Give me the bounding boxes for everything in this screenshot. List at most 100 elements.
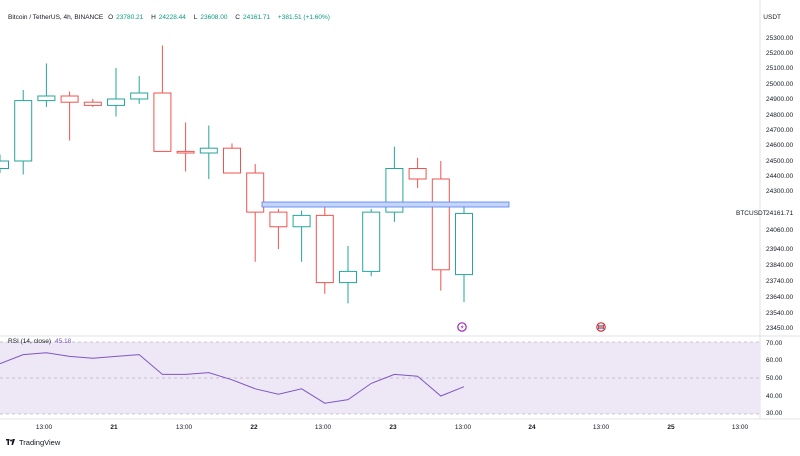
tradingview-icon bbox=[6, 439, 15, 445]
close-value: 24161.71 bbox=[242, 14, 271, 21]
rsi-tick-label: 70.00 bbox=[766, 340, 783, 347]
tradingview-logo[interactable]: TradingView bbox=[6, 438, 60, 447]
rsi-title[interactable]: RSI (14, close) bbox=[8, 338, 51, 345]
price-tick-label: 23450.00 bbox=[766, 325, 793, 332]
candle-body bbox=[83, 101, 102, 106]
candle bbox=[130, 76, 149, 104]
resistance-zone bbox=[261, 201, 510, 208]
chart-header: Bitcoin / TetherUS, 4h, BINANCE O 23780.2… bbox=[8, 14, 333, 21]
candle bbox=[37, 63, 56, 107]
price-tick-label: 23840.00 bbox=[766, 262, 793, 269]
candle bbox=[176, 122, 195, 172]
candle-body bbox=[339, 270, 357, 284]
candle-body bbox=[246, 172, 265, 213]
price-tick-label: 24900.00 bbox=[766, 96, 793, 103]
candle bbox=[107, 68, 125, 117]
candle bbox=[199, 125, 218, 179]
high-key: H bbox=[151, 14, 156, 21]
price-tick-label: 24300.00 bbox=[766, 188, 793, 195]
candles bbox=[0, 45, 473, 304]
price-tick-label: 24060.00 bbox=[766, 227, 793, 234]
rsi-tick-label: 60.00 bbox=[766, 357, 783, 364]
candle bbox=[269, 208, 288, 249]
candle bbox=[83, 99, 102, 107]
time-tick-label: 21 bbox=[110, 424, 118, 431]
time-tick-label: 13:00 bbox=[593, 424, 610, 431]
candle bbox=[431, 161, 450, 291]
candle bbox=[246, 164, 265, 262]
candle bbox=[362, 208, 381, 277]
candle-body bbox=[223, 147, 241, 174]
time-tick-label: 13:00 bbox=[176, 424, 193, 431]
time-tick-label: 22 bbox=[250, 424, 258, 431]
candle-body bbox=[408, 168, 427, 180]
symbol-title[interactable]: Bitcoin / TetherUS, 4h, BINANCE bbox=[8, 14, 104, 21]
candle-body bbox=[431, 178, 450, 271]
candle bbox=[60, 91, 79, 141]
candle bbox=[223, 143, 241, 174]
rsi-tick-label: 30.00 bbox=[766, 410, 783, 417]
currency-label: USDT bbox=[763, 14, 781, 21]
candle-body bbox=[292, 214, 311, 228]
time-tick-label: 25 bbox=[667, 424, 675, 431]
low-key: L bbox=[193, 14, 198, 21]
candle-body bbox=[362, 211, 381, 272]
time-tick-label: 13:00 bbox=[732, 424, 749, 431]
candle-body bbox=[130, 92, 149, 100]
price-tick-label: 23640.00 bbox=[766, 294, 793, 301]
candle bbox=[408, 157, 427, 188]
open-key: O bbox=[108, 14, 114, 21]
candle-body bbox=[60, 95, 79, 103]
candle-body bbox=[0, 160, 9, 169]
price-tick-label: 23940.00 bbox=[766, 246, 793, 253]
event-flag-icon bbox=[596, 322, 606, 332]
time-tick-label: 13:00 bbox=[315, 424, 332, 431]
event-flash-icon bbox=[457, 322, 467, 332]
time-tick-label: 13:00 bbox=[455, 424, 472, 431]
low-value: 23608.00 bbox=[200, 14, 228, 21]
candle bbox=[315, 202, 334, 294]
brand-name: TradingView bbox=[19, 438, 61, 447]
price-tick-label: 25100.00 bbox=[766, 65, 793, 72]
high-value: 24228.44 bbox=[158, 14, 186, 21]
price-tick-label: 24800.00 bbox=[766, 112, 793, 119]
price-tick-label: 25300.00 bbox=[766, 35, 793, 42]
candle-body bbox=[176, 150, 195, 154]
candle-body bbox=[455, 212, 473, 276]
candle-body bbox=[14, 100, 33, 162]
candle bbox=[385, 146, 404, 222]
last-price-symbol: BTCUSDT bbox=[736, 210, 767, 217]
candle-body bbox=[153, 92, 172, 152]
candle-body bbox=[269, 211, 288, 228]
event-bolt bbox=[460, 324, 464, 330]
candle bbox=[455, 202, 473, 303]
candle-body bbox=[37, 95, 56, 102]
time-tick-label: 24 bbox=[528, 424, 536, 431]
candle-body bbox=[385, 168, 404, 213]
flag-rect bbox=[598, 324, 604, 330]
price-tick-label: 24400.00 bbox=[766, 173, 793, 180]
price-tick-label: 23740.00 bbox=[766, 278, 793, 285]
candle-body bbox=[199, 147, 218, 154]
candle-body bbox=[315, 214, 334, 284]
rsi-tick-label: 40.00 bbox=[766, 393, 783, 400]
last-price-value: 24161.71 bbox=[766, 210, 793, 217]
rsi-header: RSI (14, close) 45.18 bbox=[8, 338, 71, 345]
time-tick-label: 23 bbox=[389, 424, 397, 431]
price-tick-label: 25200.00 bbox=[766, 50, 793, 57]
price-tick-label: 23540.00 bbox=[766, 310, 793, 317]
candle bbox=[292, 210, 311, 262]
price-tick-label: 24700.00 bbox=[766, 127, 793, 134]
rsi-line bbox=[0, 352, 465, 404]
candle-body bbox=[107, 98, 125, 106]
rsi-tick-label: 50.00 bbox=[766, 375, 783, 382]
candle bbox=[14, 90, 33, 175]
open-value: 23780.21 bbox=[116, 14, 144, 21]
price-tick-label: 24600.00 bbox=[766, 142, 793, 149]
change-value: +381.51 (+1.60%) bbox=[277, 14, 330, 21]
candle bbox=[0, 154, 9, 173]
price-tick-label: 24500.00 bbox=[766, 158, 793, 165]
rsi-value: 45.18 bbox=[55, 338, 72, 345]
